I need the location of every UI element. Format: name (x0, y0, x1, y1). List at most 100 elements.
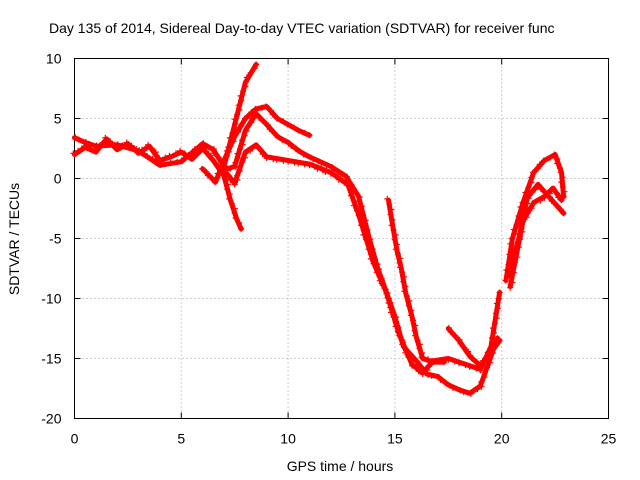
data-point (153, 152, 160, 159)
data-point (75, 136, 82, 143)
y-tick-label: 10 (46, 51, 62, 67)
data-point (337, 171, 344, 178)
data-point (118, 142, 125, 149)
data-point (91, 147, 98, 154)
data-point (405, 354, 412, 361)
data-point (365, 246, 372, 253)
data-point (215, 154, 222, 161)
data-point (243, 128, 250, 135)
data-point (199, 165, 206, 172)
data-point (152, 158, 159, 165)
data-point (456, 360, 462, 367)
data-point (241, 115, 248, 122)
data-point (227, 177, 234, 184)
data-point (519, 228, 526, 235)
data-point (270, 156, 277, 162)
data-point (166, 152, 173, 159)
data-point (414, 358, 421, 365)
data-point (231, 181, 238, 188)
data-point (355, 212, 362, 219)
data-point (236, 219, 242, 226)
data-point (412, 332, 419, 339)
series-track-7 (445, 324, 503, 369)
data-point (493, 300, 500, 307)
x-axis-label: GPS time / hours (287, 458, 394, 474)
data-point (541, 194, 548, 201)
data-point (388, 222, 395, 229)
y-tick-label: -15 (41, 351, 61, 367)
data-point (196, 143, 203, 150)
y-axis-label: SDTVAR / TECUs (6, 183, 22, 295)
data-point (402, 349, 409, 356)
data-point (399, 269, 406, 276)
data-point (323, 162, 330, 169)
data-point (382, 286, 389, 293)
data-point (412, 322, 419, 329)
data-point (244, 123, 251, 130)
data-point (344, 182, 351, 189)
data-point (234, 150, 241, 157)
series-track-1 (70, 134, 245, 232)
data-point (557, 169, 564, 176)
data-point (235, 129, 241, 135)
data-point (489, 325, 496, 332)
data-point (536, 161, 543, 168)
data-point (246, 112, 253, 119)
x-tick-label: 15 (387, 431, 403, 447)
data-point (515, 213, 522, 219)
data-point (180, 155, 187, 162)
data-point (410, 317, 417, 324)
chart-title: Day 135 of 2014, Sidereal Day-to-day VTE… (49, 20, 555, 36)
data-point (507, 284, 514, 291)
data-point (70, 150, 77, 157)
data-point (524, 209, 531, 216)
data-point (373, 269, 380, 276)
data-point (181, 150, 188, 157)
data-point (161, 160, 168, 167)
data-point (239, 120, 246, 126)
data-point (534, 165, 541, 172)
data-point (177, 147, 184, 154)
data-point (266, 126, 273, 133)
data-point (527, 190, 534, 197)
data-point (522, 189, 529, 196)
data-point (295, 127, 302, 134)
data-point (387, 309, 394, 316)
data-point (540, 157, 547, 164)
data-point (457, 387, 464, 394)
data-point (256, 114, 262, 121)
data-point (123, 139, 130, 146)
data-point (301, 161, 308, 168)
data-point (559, 183, 566, 190)
data-point (547, 154, 554, 161)
data-point (555, 194, 562, 201)
data-point (537, 197, 544, 204)
data-point (554, 190, 560, 197)
data-point (236, 106, 243, 113)
data-point (341, 179, 348, 186)
series-track-6 (384, 195, 447, 366)
data-point (426, 363, 433, 370)
data-point (473, 365, 480, 372)
data-point (239, 159, 246, 166)
data-point (425, 356, 431, 363)
data-point (231, 133, 238, 140)
data-point (411, 327, 418, 334)
data-point (469, 355, 475, 362)
data-point (390, 227, 397, 234)
data-point (288, 142, 295, 149)
data-point (327, 170, 334, 177)
series-track-8 (502, 151, 568, 284)
data-point (496, 289, 503, 296)
data-point (400, 278, 407, 285)
data-point (213, 160, 219, 167)
data-point (353, 207, 360, 214)
data-point (484, 353, 491, 360)
data-point (559, 174, 566, 181)
data-point (231, 210, 238, 217)
data-point (232, 159, 239, 166)
data-point (209, 156, 216, 163)
data-point (234, 111, 241, 118)
data-point (509, 279, 516, 286)
